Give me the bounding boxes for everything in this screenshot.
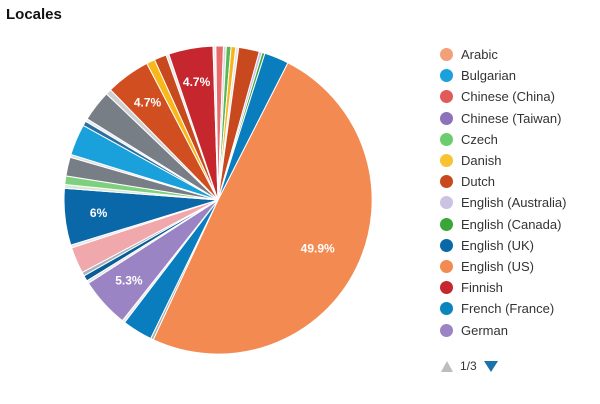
slice-data-label: 49.9% (301, 242, 335, 256)
slice-data-label: 4.7% (134, 96, 162, 110)
pie-slice[interactable] (152, 62, 373, 355)
legend-swatch-icon (440, 281, 453, 295)
legend-item[interactable]: English (UK) (440, 235, 567, 256)
triangle-down-icon[interactable] (483, 360, 498, 372)
legend-label: Czech (461, 131, 498, 147)
legend-item[interactable]: Arabic (440, 44, 567, 65)
pie-slice[interactable] (217, 52, 289, 201)
chart-title: Locales (6, 6, 62, 23)
legend-swatch-icon (440, 69, 453, 83)
legend-label: German (461, 322, 508, 338)
legend-label: French (France) (461, 301, 555, 317)
legend-label: Finnish (461, 280, 503, 296)
legend-item[interactable]: Finnish (440, 277, 567, 298)
legend-item[interactable]: Dutch (440, 171, 567, 192)
legend-swatch-icon (440, 323, 453, 337)
legend-label: Chinese (China) (461, 89, 555, 105)
legend-label: English (Canada) (461, 216, 562, 232)
legend-item[interactable]: Czech (440, 129, 567, 150)
legend-swatch-icon (440, 154, 453, 168)
slice-data-label: 6% (90, 206, 108, 220)
legend-swatch-icon (440, 111, 453, 125)
legend-swatch-icon (440, 302, 453, 316)
legend-pager: 1/3 (441, 359, 498, 373)
legend-label: Bulgarian (461, 68, 516, 84)
legend-swatch-icon (440, 217, 453, 231)
legend-swatch-icon (440, 259, 453, 273)
legend-swatch-icon (440, 196, 453, 210)
legend-item[interactable]: German (440, 319, 567, 340)
legend-label: Chinese (Taiwan) (461, 110, 562, 126)
legend-item[interactable]: Bulgarian (440, 65, 567, 86)
legend-item[interactable]: Chinese (China) (440, 86, 567, 107)
legend-label: English (Australia) (461, 195, 567, 211)
legend-swatch-icon (440, 175, 453, 189)
legend-item[interactable]: English (Canada) (440, 214, 567, 235)
legend: Arabic Bulgarian Chinese (China) Chinese (T… (440, 44, 567, 341)
slice-data-label: 5.3% (115, 274, 143, 288)
legend-label: English (US) (461, 258, 534, 274)
legend-item[interactable]: Chinese (Taiwan) (440, 108, 567, 129)
legend-item[interactable]: Danish (440, 150, 567, 171)
legend-item[interactable]: English (US) (440, 256, 567, 277)
legend-label: English (UK) (461, 237, 534, 253)
legend-item[interactable]: French (France) (440, 298, 567, 319)
triangle-up-icon[interactable] (441, 360, 453, 372)
legend-swatch-icon (440, 90, 453, 104)
legend-swatch-icon (440, 132, 453, 146)
legend-label: Arabic (461, 47, 498, 63)
slice-data-label: 4.7% (183, 75, 211, 89)
legend-label: Dutch (461, 174, 495, 190)
legend-item[interactable]: English (Australia) (440, 192, 567, 213)
legend-label: Danish (461, 153, 502, 169)
legend-swatch-icon (440, 238, 453, 252)
legend-swatch-icon (440, 48, 453, 62)
pager-text: 1/3 (460, 359, 477, 373)
